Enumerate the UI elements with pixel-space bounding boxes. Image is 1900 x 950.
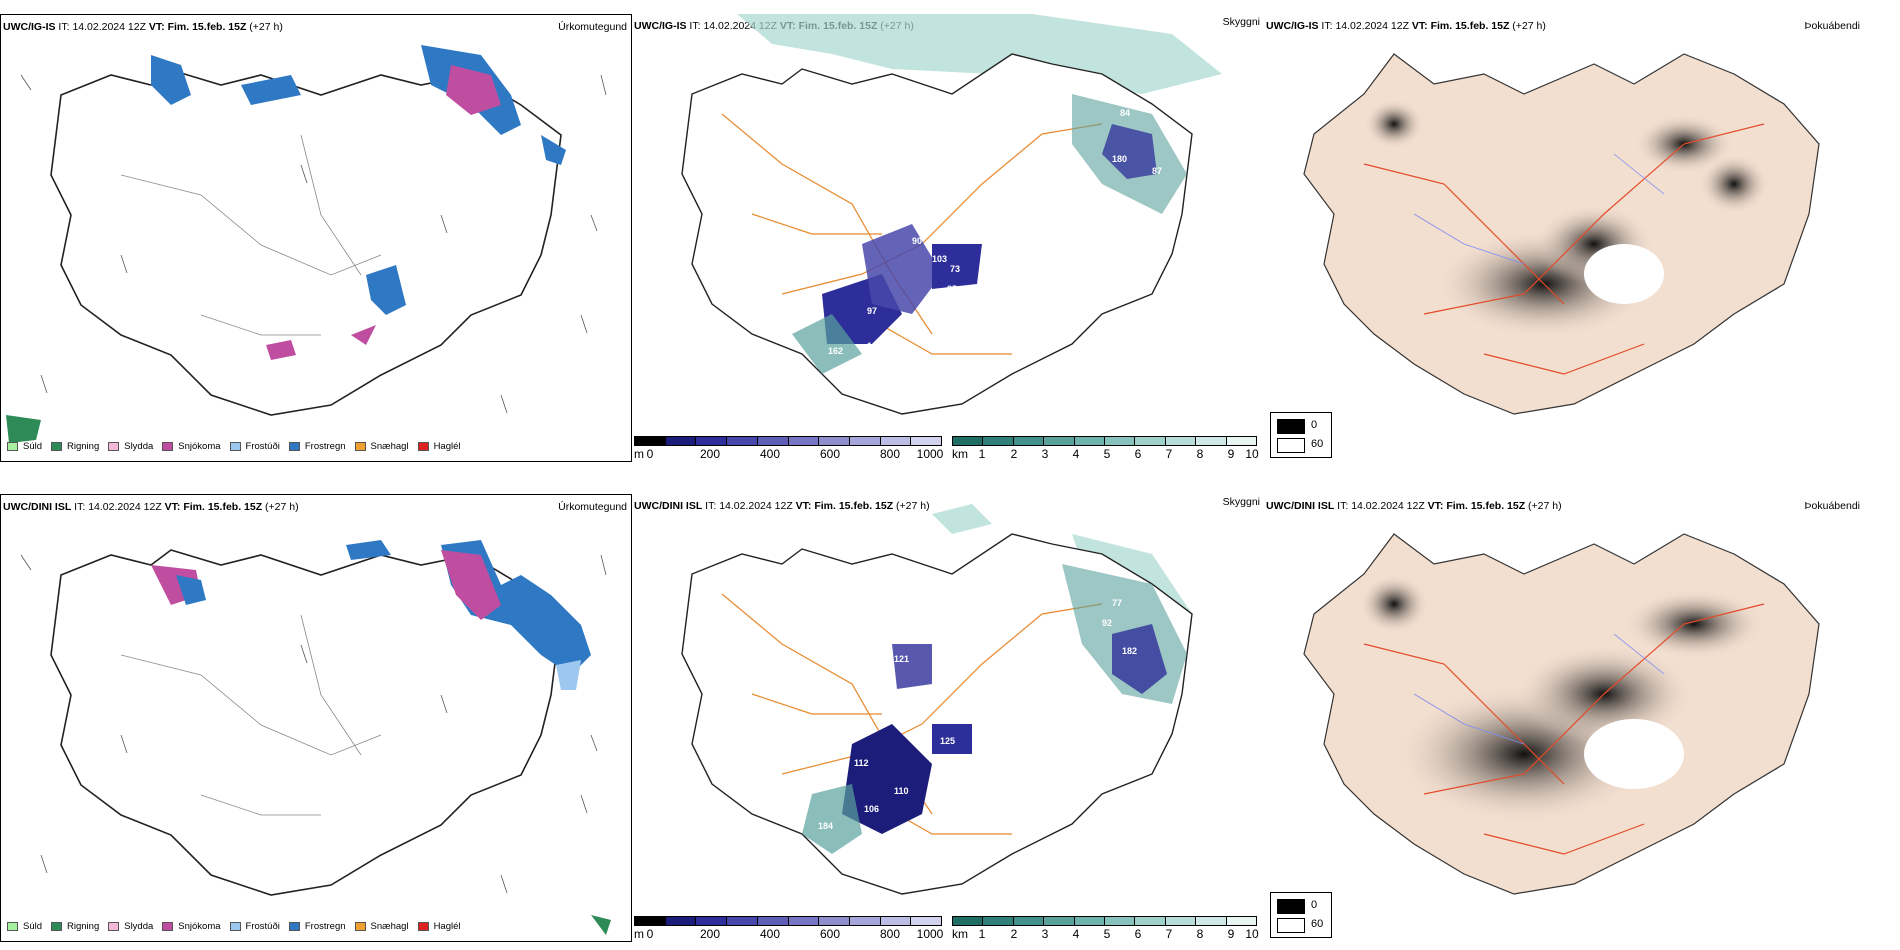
panel-header: UWC/IG-IS IT: 14.02.2024 12Z VT: Fim. 15… xyxy=(3,21,283,33)
vis-label: 77 xyxy=(1112,598,1122,608)
panel-title: Skyggni xyxy=(1222,496,1260,508)
vis-label: 84 xyxy=(1120,108,1130,118)
legend-item-sud: Súld xyxy=(7,441,42,452)
vis-label: 180 xyxy=(1112,154,1127,164)
precip-legend: Súld Rigning Slydda Snjókoma Frostúði Fr… xyxy=(7,441,461,452)
visibility-bar: km 1 2 3 4 5 6 7 8 9 10 xyxy=(952,436,1259,462)
panel-title: Úrkomutegund xyxy=(558,21,627,33)
visibility-cells xyxy=(952,916,1257,926)
legend-item-haglel: Haglél xyxy=(417,921,461,932)
iceland-map: 84 180 87 90 103 73 85 97 162 106 xyxy=(681,14,1222,415)
visibility-cells xyxy=(952,436,1257,446)
vis-label: 92 xyxy=(1102,618,1112,628)
precip-type-panel-ig: UWC/IG-IS IT: 14.02.2024 12Z VT: Fim. 15… xyxy=(0,14,632,462)
vis-label: 90 xyxy=(912,236,922,246)
precip-legend: Súld Rigning Slydda Snjókoma Frostúði Fr… xyxy=(7,921,461,932)
vis-label: 184 xyxy=(818,821,833,831)
cloud-visibility-panel-ig: UWC/IG-IS IT: 14.02.2024 12Z VT: Fim. 15… xyxy=(632,14,1264,462)
vis-label: 97 xyxy=(867,306,877,316)
iceland-map xyxy=(1303,53,1820,415)
iceland-map xyxy=(1303,533,1820,895)
vis-label: 112 xyxy=(854,758,869,768)
panel-title: Skyggni xyxy=(1222,16,1260,28)
legend-item-frostregn: Frostregn xyxy=(288,921,346,932)
fog-legend: 0 60 xyxy=(1270,892,1332,938)
cloud-visibility-panel-dini: UWC/DINI ISL IT: 14.02.2024 12Z VT: Fim.… xyxy=(632,494,1264,942)
vis-label: 162 xyxy=(828,346,843,356)
legend-item-snaehagl: Snæhagl xyxy=(354,441,409,452)
legend-item-frostudi: Frostúði xyxy=(229,921,280,932)
panel-title: Þokuábendi xyxy=(1804,500,1860,512)
panel-title: Þokuábendi xyxy=(1804,20,1860,32)
cloud-base-bar: m 0 200 400 600 800 1000 xyxy=(634,916,943,942)
vis-label: 106 xyxy=(864,804,879,814)
legend-item-sud: Súld xyxy=(7,921,42,932)
vis-label: 73 xyxy=(950,264,960,274)
fog-index-panel-dini: UWC/DINI ISL IT: 14.02.2024 12Z VT: Fim.… xyxy=(1264,494,1900,942)
legend-item-slydda: Slydda xyxy=(108,441,153,452)
vis-label: 85 xyxy=(947,284,957,294)
vis-label: 121 xyxy=(894,654,909,664)
vis-label: 87 xyxy=(1152,166,1162,176)
vis-label: 106 xyxy=(867,341,882,351)
legend-item-frostregn: Frostregn xyxy=(288,441,346,452)
legend-item-snjokoma: Snjókoma xyxy=(162,441,221,452)
panel-header: UWC/DINI ISL IT: 14.02.2024 12Z VT: Fim.… xyxy=(3,501,299,513)
cloud-base-bar: m 0 200 400 600 800 1000 xyxy=(634,436,943,462)
vis-label: 125 xyxy=(940,736,955,746)
vis-label: 110 xyxy=(894,786,909,796)
panel-title: Úrkomutegund xyxy=(558,501,627,513)
legend-item-rigning: Rigning xyxy=(51,921,99,932)
iceland-map: 77 92 182 121 125 112 110 106 184 xyxy=(681,504,1193,895)
vis-label: 103 xyxy=(932,254,947,264)
legend-item-frostudi: Frostúði xyxy=(229,441,280,452)
legend-item-snjokoma: Snjókoma xyxy=(162,921,221,932)
iceland-map xyxy=(6,45,607,443)
panel-header: UWC/DINI ISL IT: 14.02.2024 12Z VT: Fim.… xyxy=(634,500,930,512)
cloud-base-cells xyxy=(634,436,942,446)
fog-legend: 0 60 xyxy=(1270,412,1332,458)
cloud-base-cells xyxy=(634,916,942,926)
legend-item-slydda: Slydda xyxy=(108,921,153,932)
precip-type-panel-dini: UWC/DINI ISL IT: 14.02.2024 12Z VT: Fim.… xyxy=(0,494,632,942)
vis-label: 182 xyxy=(1122,646,1137,656)
legend-item-snaehagl: Snæhagl xyxy=(354,921,409,932)
panel-header: UWC/IG-IS IT: 14.02.2024 12Z VT: Fim. 15… xyxy=(1266,20,1546,32)
iceland-map xyxy=(20,540,611,935)
fog-index-panel-ig: UWC/IG-IS IT: 14.02.2024 12Z VT: Fim. 15… xyxy=(1264,14,1900,462)
legend-item-rigning: Rigning xyxy=(51,441,99,452)
panel-header: UWC/DINI ISL IT: 14.02.2024 12Z VT: Fim.… xyxy=(1266,500,1562,512)
legend-item-haglel: Haglél xyxy=(417,441,461,452)
visibility-bar: km 1 2 3 4 5 6 7 8 9 10 xyxy=(952,916,1259,942)
